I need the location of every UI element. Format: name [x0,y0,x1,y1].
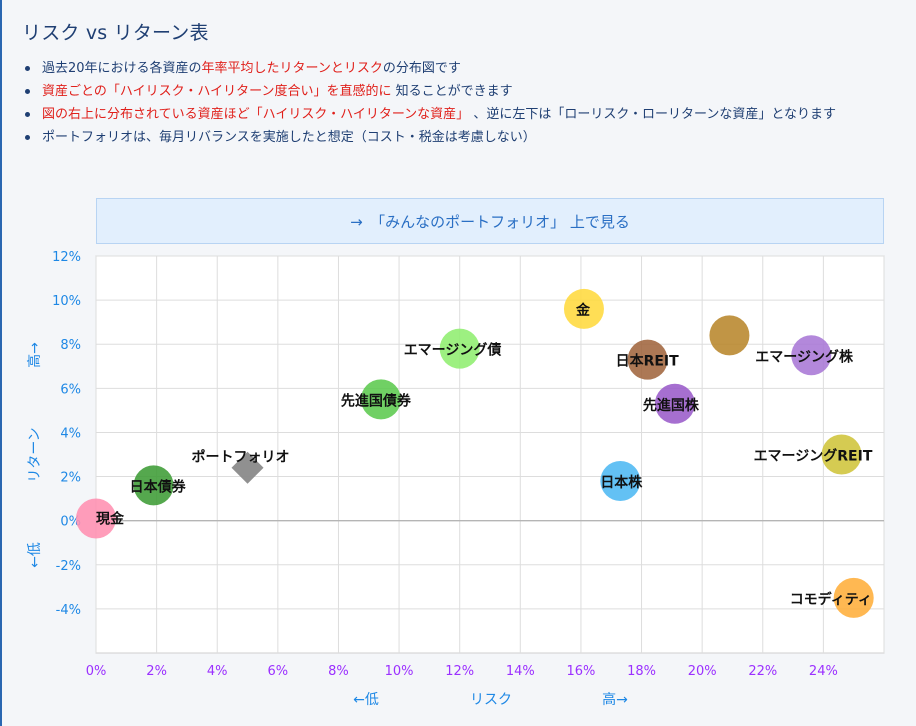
data-point [821,434,862,475]
y-tick-label: 12% [52,250,81,265]
x-tick-label: 8% [328,664,349,679]
x-tick-label: 10% [385,664,414,679]
x-tick-label: 18% [627,664,656,679]
data-point-label: コモディティ [790,591,872,608]
x-tick-label: 20% [688,664,717,679]
x-axis-label-low: ←低 [353,692,379,708]
page-title: リスク vs リターン表 [22,22,209,44]
data-point [627,339,668,380]
x-axis-label-high: 高→ [602,691,628,708]
x-tick-label: 6% [268,664,289,679]
data-point-label: エマージングREIT [754,448,873,465]
x-tick-label: 4% [207,664,228,679]
x-tick-label: 16% [566,664,595,679]
bullet-item: ポートフォリオは、毎月リバランスを実施したと想定（コスト・税金は考慮しない） [22,127,892,148]
x-tick-label: 2% [146,664,167,679]
bullet-highlight: 図の右上に分布されている資産ほど「ハイリスク・ハイリターンな資産」 [42,107,470,122]
data-point [654,383,695,424]
left-accent-rule [0,0,2,726]
x-tick-label: 24% [809,664,838,679]
data-point [360,379,401,420]
data-point [833,577,874,618]
y-tick-label: 2% [60,471,81,486]
y-tick-label: 6% [60,382,81,397]
y-axis-label: リターン [27,427,43,482]
portfolio-link-button[interactable]: → 「みんなのポートフォリオ」 上で見る [96,198,884,244]
data-point-label: エマージング株 [755,348,854,365]
data-point [76,498,116,539]
data-point-label: 現金 [96,510,125,527]
bullet-text: ポートフォリオは、毎月リバランスを実施したと想定（コスト・税金は考慮しない） [42,130,536,145]
data-point [439,328,480,369]
data-point [563,288,604,329]
data-point [133,465,174,506]
bullet-text: の分布図です [382,61,461,76]
bullet-text: 知ることができます [391,84,513,99]
x-tick-label: 12% [445,664,474,679]
data-point-diamond [231,451,264,484]
y-axis-label-low: ←低 [27,542,43,568]
bullet-item: 過去20年における各資産の年率平均したリターンとリスクの分布図です [22,58,892,79]
data-point [600,460,641,501]
bullet-text: 、逆に左下は「ローリスク・ローリターンな資産」となります [469,107,837,122]
description-list: 過去20年における各資産の年率平均したリターンとリスクの分布図です 資産ごとの「… [22,58,892,150]
y-tick-label: -4% [56,603,81,618]
y-tick-label: 4% [60,426,81,441]
portfolio-link-label[interactable]: → 「みんなのポートフォリオ」 上で見る [350,212,630,231]
data-point-label: ポートフォリオ [192,449,290,466]
y-tick-label: -2% [56,559,81,574]
data-point-label: 日本REIT [616,353,680,370]
y-axis-label-high: 高→ [26,342,43,368]
x-tick-label: 14% [506,664,535,679]
plot-area [95,255,885,654]
data-point-label: 先進国株 [643,397,700,414]
y-tick-label: 8% [60,338,81,353]
y-tick-label: 0% [60,515,81,530]
x-axis-label: リスク [470,692,512,708]
x-tick-label: 22% [748,664,777,679]
bullet-highlight: 年率平均したリターンとリスク [201,61,383,76]
bullet-text: 過去20年における各資産の [42,61,202,76]
bullet-highlight: 資産ごとの「ハイリスク・ハイリターン度合い」を直感的に [42,84,392,99]
data-point-label: 日本債券 [130,478,187,495]
data-point [791,335,832,376]
x-tick-label: 0% [86,664,107,679]
data-point [709,315,750,356]
bullet-item: 資産ごとの「ハイリスク・ハイリターン度合い」を直感的に 知ることができます [22,81,892,102]
bullet-item: 図の右上に分布されている資産ほど「ハイリスク・ハイリターンな資産」 、逆に左下は… [22,104,892,125]
data-point-label: 先進国債券 [341,392,412,409]
data-point-label: 日本株 [600,474,643,491]
y-tick-label: 10% [52,294,81,309]
data-point-label: 金 [575,302,591,319]
data-point-label: エマージング債 [404,342,502,359]
